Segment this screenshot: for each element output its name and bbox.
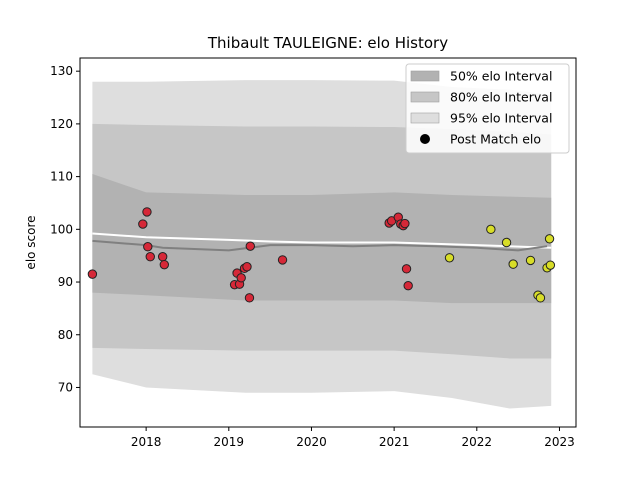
post-match-point <box>242 262 252 272</box>
y-axis-label: elo score <box>24 215 38 269</box>
post-match-point <box>401 264 412 274</box>
post-match-point <box>236 273 246 283</box>
x-tick-label: 2018 <box>131 435 162 449</box>
post-match-point <box>486 224 496 235</box>
legend-label: 80% elo Interval <box>450 90 552 105</box>
x-tick-label: 2020 <box>296 435 327 449</box>
y-tick-label: 100 <box>50 222 73 236</box>
legend-box <box>405 63 570 154</box>
plot-frame <box>79 57 577 428</box>
legend-label: 50% elo Interval <box>450 69 552 84</box>
legend-label: Post Match elo <box>450 132 541 147</box>
y-tick-label: 90 <box>58 275 73 289</box>
y-tick-label: 80 <box>58 328 73 342</box>
elo-line-0 <box>92 232 552 249</box>
post-match-point <box>444 253 455 263</box>
y-axis-ticks: 70 80 90 100 110 120 130 <box>50 64 80 394</box>
x-tick-label: 2019 <box>214 435 245 449</box>
elo-line-1 <box>92 239 548 252</box>
post-match-point <box>277 255 288 265</box>
post-match-points <box>87 207 556 303</box>
legend: 50% elo Interval 80% elo Interval 95% elo … <box>405 63 570 154</box>
legend-label: 95% elo Interval <box>450 111 552 126</box>
legend-swatch <box>410 70 440 82</box>
post-match-point <box>544 234 555 244</box>
elo-lines <box>92 232 552 252</box>
x-axis-ticks: 2018 2019 2020 2021 2022 2023 <box>131 427 575 449</box>
y-tick-label: 70 <box>58 380 73 394</box>
post-match-point <box>145 252 155 262</box>
post-match-point <box>157 252 168 262</box>
post-match-point <box>535 293 546 303</box>
y-tick-label: 110 <box>50 170 73 184</box>
x-tick-label: 2021 <box>379 435 410 449</box>
post-match-point <box>508 259 518 269</box>
legend-swatch <box>410 91 440 103</box>
legend-swatch <box>410 112 440 124</box>
post-match-point <box>159 259 170 270</box>
x-tick-label: 2022 <box>462 435 493 449</box>
post-match-point <box>87 269 98 279</box>
legend-marker <box>420 134 430 144</box>
post-match-point <box>142 207 152 217</box>
chart-title: Thibault TAULEIGNE: elo History <box>207 34 448 52</box>
post-match-point <box>545 260 556 270</box>
y-tick-label: 120 <box>50 117 73 131</box>
interval-bands <box>92 80 552 409</box>
post-match-point <box>138 219 148 229</box>
post-match-point <box>143 242 153 252</box>
post-match-point <box>403 281 413 291</box>
post-match-point <box>245 241 255 251</box>
x-tick-label: 2023 <box>544 435 575 449</box>
interval-band-2 <box>92 173 552 304</box>
post-match-point <box>400 218 410 229</box>
y-tick-label: 130 <box>50 64 73 78</box>
post-match-point <box>244 293 255 303</box>
post-match-point <box>525 255 536 266</box>
post-match-point <box>501 237 512 248</box>
